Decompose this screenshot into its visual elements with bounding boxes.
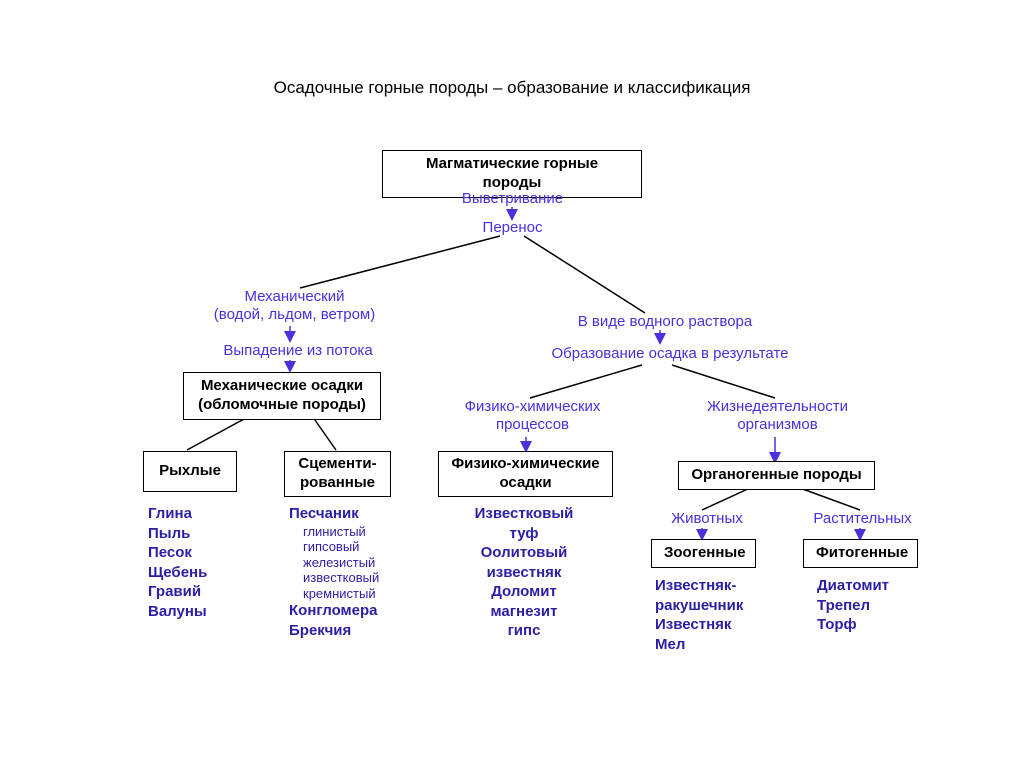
box-scementiro: Сцементи-рованные	[284, 451, 391, 497]
label-zhizn: Жизнедеятельностиорганизмов	[695, 398, 860, 434]
label-vypadenie: Выпадение из потока	[213, 342, 383, 360]
examples-ryhlye: ГлинаПыльПесокЩебеньГравийВалуны	[148, 504, 207, 621]
box-ryhlye: Рыхлые	[143, 451, 237, 492]
label-mechanical: Механический(водой, льдом, ветром)	[202, 288, 387, 324]
examples-fh: ИзвестковыйтуфОолитовыйизвестнякДоломитм…	[454, 504, 594, 641]
label-rastit: Растительных	[805, 510, 920, 528]
label-fh-proc: Физико-химическихпроцессов	[450, 398, 615, 434]
examples-fitog: ДиатомитТрепелТорф	[817, 576, 889, 635]
box-mech-osadki: Механические осадки(обломочные породы)	[183, 372, 381, 420]
connector-lines	[0, 0, 1024, 768]
label-vyvetrivanie: Выветривание	[455, 190, 570, 208]
examples-zoog: Известняк-ракушечникИзвестнякМел	[655, 576, 743, 654]
examples-scementiro: Песчаник глинистыйгипсовыйжелезистыйизве…	[289, 504, 379, 640]
label-vodrast: В виде водного раствора	[560, 313, 770, 331]
box-fitog: Фитогенные	[803, 539, 918, 568]
box-fh-osadki: Физико-химическиеосадки	[438, 451, 613, 497]
page-title: Осадочные горные породы – образование и …	[0, 78, 1024, 98]
box-zoog: Зоогенные	[651, 539, 756, 568]
label-zhivot: Животных	[662, 510, 752, 528]
label-perenos: Перенос	[475, 219, 550, 237]
label-obrazos: Образование осадка в результате	[540, 345, 800, 363]
box-organog: Органогенные породы	[678, 461, 875, 490]
